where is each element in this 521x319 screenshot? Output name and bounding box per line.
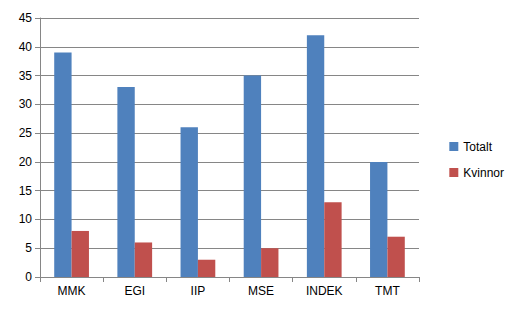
- svg-text:10: 10: [19, 212, 33, 226]
- svg-text:25: 25: [19, 126, 33, 140]
- svg-text:20: 20: [19, 155, 33, 169]
- svg-text:Totalt: Totalt: [463, 140, 492, 154]
- svg-text:TMT: TMT: [375, 284, 400, 298]
- svg-text:30: 30: [19, 97, 33, 111]
- svg-text:MMK: MMK: [58, 284, 86, 298]
- svg-text:45: 45: [19, 11, 33, 25]
- svg-text:INDEK: INDEK: [306, 284, 343, 298]
- svg-text:MSE: MSE: [248, 284, 274, 298]
- svg-text:35: 35: [19, 69, 33, 83]
- svg-text:IIP: IIP: [191, 284, 206, 298]
- svg-text:40: 40: [19, 40, 33, 54]
- svg-text:15: 15: [19, 184, 33, 198]
- svg-text:Kvinnor: Kvinnor: [463, 166, 504, 180]
- svg-text:0: 0: [25, 270, 32, 284]
- svg-text:5: 5: [25, 241, 32, 255]
- svg-text:EGI: EGI: [124, 284, 145, 298]
